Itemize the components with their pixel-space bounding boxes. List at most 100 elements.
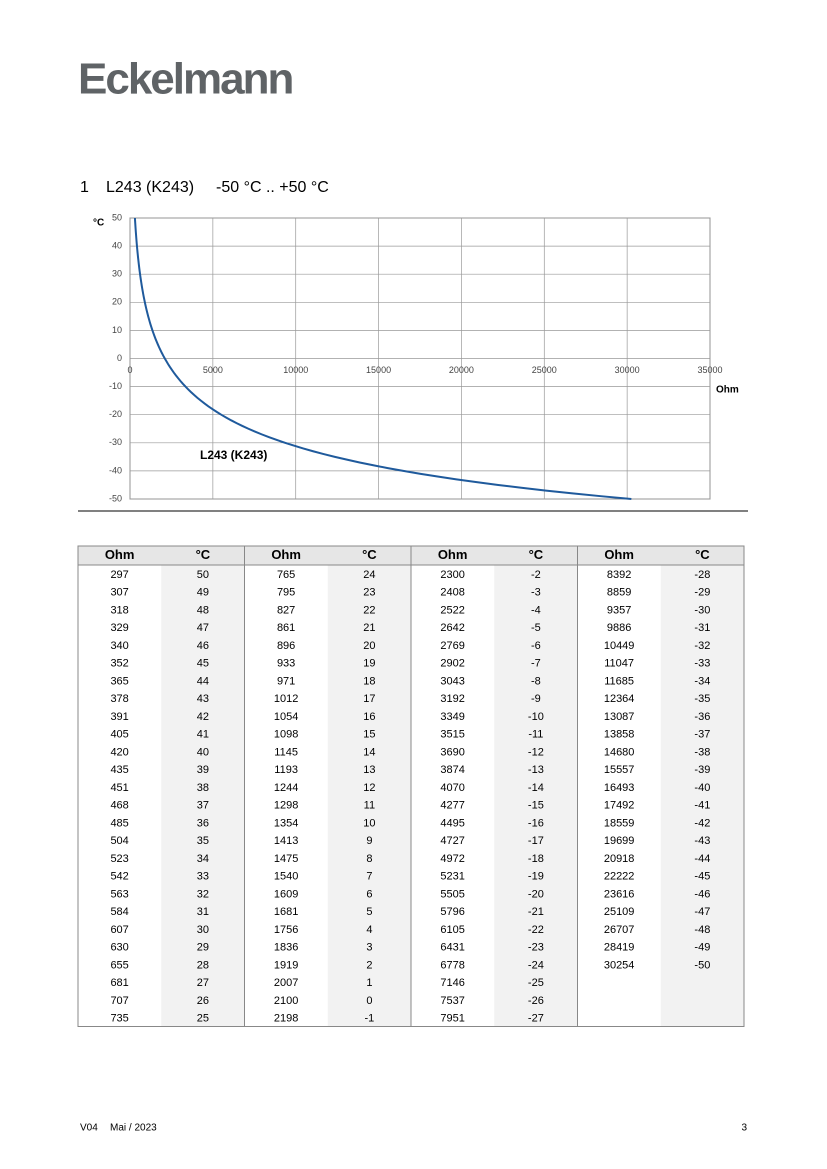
cell-temp: 35 xyxy=(197,835,209,847)
cell-ohm: 1413 xyxy=(274,835,298,847)
cell-temp: -45 xyxy=(694,871,710,883)
cell-temp: -12 xyxy=(528,746,544,758)
cell-ohm: 2522 xyxy=(440,604,464,616)
cell-temp: 39 xyxy=(197,764,209,776)
cell-temp: 18 xyxy=(363,675,375,687)
cell-ohm: 1756 xyxy=(274,924,298,936)
cell-ohm: 297 xyxy=(110,569,128,581)
x-tick-label: 0 xyxy=(127,365,132,375)
cell-ohm: 933 xyxy=(277,658,295,670)
cell-temp: -32 xyxy=(694,640,710,652)
cell-temp: -16 xyxy=(528,817,544,829)
x-tick-label: 30000 xyxy=(615,365,640,375)
cell-temp: -11 xyxy=(528,729,543,741)
cell-temp: 7 xyxy=(366,871,372,883)
table-header: °C xyxy=(529,547,544,562)
header-bg xyxy=(577,546,744,565)
x-axis-label: Ohm xyxy=(716,385,739,396)
y-tick-label: 10 xyxy=(112,325,122,335)
cell-temp: 12 xyxy=(363,782,375,794)
cell-ohm: 3874 xyxy=(440,764,464,776)
cell-temp: -14 xyxy=(528,782,544,794)
cell-ohm: 4972 xyxy=(440,853,464,865)
table-header: °C xyxy=(362,547,377,562)
cell-ohm: 13858 xyxy=(604,729,635,741)
cell-temp: -46 xyxy=(694,888,710,900)
cell-ohm: 340 xyxy=(110,640,128,652)
cell-ohm: 10449 xyxy=(604,640,635,652)
cell-ohm: 971 xyxy=(277,675,295,687)
cell-temp: 4 xyxy=(366,924,372,936)
y-tick-label: -40 xyxy=(109,465,122,475)
cell-ohm: 11047 xyxy=(604,658,634,670)
cell-ohm: 18559 xyxy=(604,817,635,829)
cell-temp: -26 xyxy=(528,995,544,1007)
cell-ohm: 3043 xyxy=(440,675,464,687)
cell-ohm: 22222 xyxy=(604,871,635,883)
cell-temp: 10 xyxy=(363,817,375,829)
cell-temp: 19 xyxy=(363,658,375,670)
cell-ohm: 8392 xyxy=(607,569,631,581)
cell-temp: -10 xyxy=(528,711,544,723)
cell-temp: 27 xyxy=(197,977,209,989)
cell-temp: 30 xyxy=(197,924,209,936)
cell-ohm: 1012 xyxy=(274,693,298,705)
cell-temp: 16 xyxy=(363,711,375,723)
x-tick-label: 15000 xyxy=(366,365,391,375)
cell-ohm: 1475 xyxy=(274,853,298,865)
cell-temp: 22 xyxy=(363,604,375,616)
cell-ohm: 504 xyxy=(110,835,128,847)
cell-temp: -13 xyxy=(528,764,544,776)
table-header: Ohm xyxy=(271,547,301,562)
cell-ohm: 11685 xyxy=(604,675,634,687)
cell-temp: 1 xyxy=(366,977,372,989)
cell-temp: -4 xyxy=(531,604,541,616)
cell-temp: 20 xyxy=(363,640,375,652)
cell-temp: -34 xyxy=(694,675,710,687)
cell-ohm: 523 xyxy=(110,853,128,865)
cell-ohm: 1054 xyxy=(274,711,298,723)
cell-ohm: 1145 xyxy=(274,746,298,758)
table-header: Ohm xyxy=(438,547,468,562)
cell-ohm: 861 xyxy=(277,622,295,634)
cell-ohm: 1609 xyxy=(274,888,298,900)
cell-temp: 0 xyxy=(366,995,372,1007)
cell-ohm: 3515 xyxy=(440,729,464,741)
cell-ohm: 2300 xyxy=(440,569,464,581)
cell-ohm: 3349 xyxy=(440,711,464,723)
cell-temp: 44 xyxy=(197,675,209,687)
footer-date: Mai / 2023 xyxy=(110,1123,157,1134)
cell-ohm: 30254 xyxy=(604,959,635,971)
cell-temp: 36 xyxy=(197,817,209,829)
y-tick-label: 20 xyxy=(112,297,122,307)
cell-temp: 50 xyxy=(197,569,209,581)
cell-temp: -9 xyxy=(531,693,541,705)
cell-ohm: 3690 xyxy=(440,746,464,758)
cell-ohm: 420 xyxy=(110,746,128,758)
cell-ohm: 2198 xyxy=(274,1013,298,1025)
cell-ohm: 7146 xyxy=(440,977,464,989)
cell-temp: 15 xyxy=(363,729,375,741)
cell-ohm: 26707 xyxy=(604,924,635,936)
cell-temp: 42 xyxy=(197,711,209,723)
cell-temp: -6 xyxy=(531,640,541,652)
cell-temp: -48 xyxy=(694,924,710,936)
series-line xyxy=(133,217,632,500)
cell-ohm: 17492 xyxy=(604,800,635,812)
cell-temp: 48 xyxy=(197,604,209,616)
cell-temp: -1 xyxy=(364,1013,374,1025)
cell-ohm: 329 xyxy=(110,622,128,634)
cell-temp: -20 xyxy=(528,888,544,900)
cell-temp: 3 xyxy=(366,942,372,954)
cell-ohm: 9357 xyxy=(607,604,631,616)
cell-temp: 21 xyxy=(363,622,375,634)
table-header: Ohm xyxy=(604,547,634,562)
cell-temp: -31 xyxy=(694,622,710,634)
cell-temp: -7 xyxy=(531,658,541,670)
cell-ohm: 5231 xyxy=(440,871,464,883)
cell-ohm: 9886 xyxy=(607,622,631,634)
y-tick-label: -20 xyxy=(109,409,122,419)
cell-temp: 9 xyxy=(366,835,372,847)
temp-column-bg xyxy=(161,546,245,1027)
cell-temp: 41 xyxy=(197,729,209,741)
